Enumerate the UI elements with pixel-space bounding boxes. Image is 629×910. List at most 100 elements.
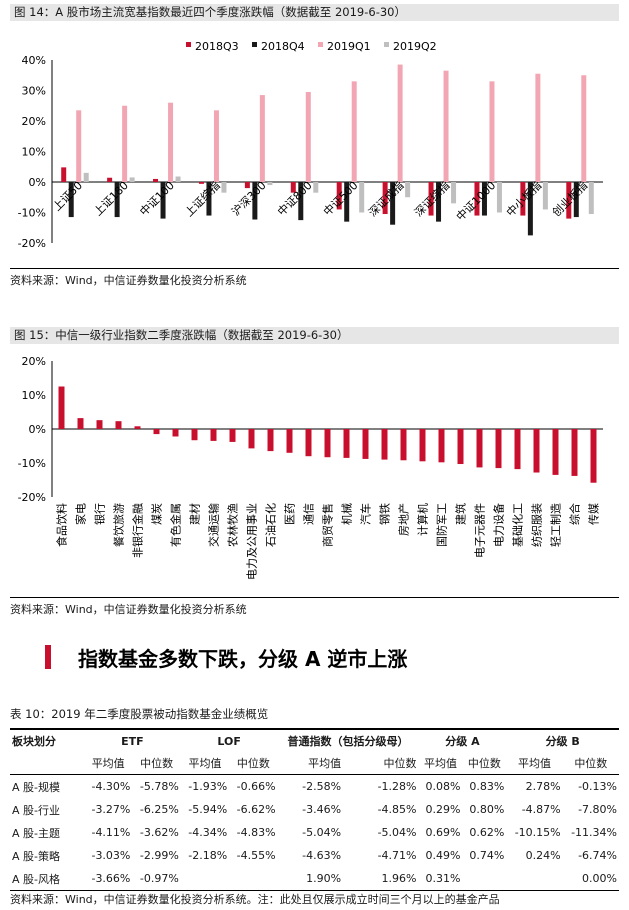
table-cell: -6.62%: [236, 803, 276, 816]
table-row: A 股-主题 -4.11% -3.62% -4.34% -4.83% -5.04% -5.0…: [10, 821, 619, 844]
table-cell: 0.74%: [469, 849, 505, 862]
header-grade-a: 分级 A: [418, 728, 507, 752]
bar: [390, 182, 396, 225]
x-tick-label: 电力设备: [492, 503, 506, 547]
x-tick-label: 机械: [340, 503, 354, 525]
y-tick-label: -10%: [18, 457, 46, 470]
table-cell: -2.18%: [188, 849, 228, 862]
legend-label: 2019Q1: [327, 40, 371, 53]
table-cell: -4.30%: [91, 780, 131, 793]
header-grade-b: 分级 B: [506, 728, 619, 752]
table-cell: -4.87%: [521, 803, 561, 816]
bar: [590, 429, 597, 483]
bar: [248, 429, 255, 449]
subheader-cell: 平均值: [180, 752, 230, 775]
bar: [438, 429, 445, 463]
bar: [168, 102, 174, 182]
x-tick-label: 建筑: [454, 503, 468, 525]
section-marker: [45, 645, 51, 669]
table-cell: 0.62%: [469, 826, 505, 839]
bar: [527, 182, 533, 236]
bar: [58, 386, 65, 429]
bar: [305, 429, 312, 457]
bar: [252, 182, 258, 220]
header-lof: LOF: [180, 728, 278, 752]
bar: [405, 182, 411, 198]
bar: [68, 182, 74, 218]
table-cell: 0.49%: [425, 849, 461, 862]
table-cell: [180, 867, 230, 891]
legend-swatch: [252, 42, 257, 47]
table-cell: 0.69%: [425, 826, 461, 839]
subheader-cell: 中位数: [462, 752, 507, 775]
bar: [533, 429, 540, 473]
row-label: A 股-策略: [12, 849, 60, 863]
table-cell: [506, 867, 563, 891]
figure-15-source: 资料来源：Wind，中信证券数量化投资分析系统: [10, 597, 619, 617]
table-cell: -3.27%: [91, 803, 131, 816]
legend-label: 2018Q3: [195, 40, 239, 53]
y-tick-label: 0%: [29, 423, 46, 436]
bar: [359, 182, 365, 213]
table-cell: [462, 867, 507, 891]
bar: [489, 81, 495, 182]
figure-15-caption: 图 15：中信一级行业指数二季度涨跌幅（数据截至 2019-6-30）: [10, 327, 619, 344]
row-label: A 股-规模: [12, 780, 60, 794]
bar: [573, 182, 579, 218]
bar: [206, 182, 212, 216]
table-cell: -2.99%: [139, 849, 179, 862]
section-title: 指数基金多数下跌，分级 A 逆市上涨: [78, 647, 408, 671]
bar: [172, 429, 179, 437]
x-tick-label: 汽车: [359, 503, 373, 525]
bar: [588, 182, 594, 215]
figure-14-caption: 图 14：A 股市场主流宽基指数最近四个季度涨跌幅（数据截至 2019-6-30…: [10, 4, 619, 21]
bar: [542, 182, 548, 210]
bar: [175, 176, 181, 182]
bar: [305, 92, 311, 182]
table-cell: -6.25%: [139, 803, 179, 816]
subheader-cell: 平均值: [506, 752, 563, 775]
table-cell: -4.34%: [188, 826, 228, 839]
table-cell: -1.93%: [188, 780, 228, 793]
bar: [213, 110, 219, 182]
bar: [77, 418, 84, 429]
x-tick-label: 房地产: [397, 503, 411, 536]
table-cell: -3.66%: [84, 867, 133, 891]
table-cell: -5.94%: [188, 803, 228, 816]
table-cell: -6.74%: [578, 849, 617, 862]
bar: [436, 182, 442, 222]
x-tick-label: 家电: [74, 503, 88, 525]
bar: [451, 182, 457, 204]
legend-swatch: [384, 42, 389, 47]
table-cell: 0.31%: [418, 867, 463, 891]
table-cell: 0.24%: [525, 849, 561, 862]
row-label: A 股-风格: [10, 867, 84, 891]
industry-index-q2-chart: -20%-10%0%10%20%食品饮料 家电 银行 餐饮旅游 非银行金融 煤炭 有色金属建…: [18, 355, 603, 580]
bar: [571, 429, 578, 476]
table-cell: -11.34%: [571, 826, 617, 839]
subheader-cell: 中位数: [132, 752, 181, 775]
table-row: A 股-策略 -3.03% -2.99% -2.18% -4.55% -4.63% -4.7…: [10, 844, 619, 867]
table-row: A 股-规模 -4.30% -5.78% -1.93% -0.66% -2.58% -1.2…: [10, 775, 619, 799]
x-tick-label: 纺织服装: [530, 503, 544, 547]
x-tick-label: 商贸零售: [321, 503, 335, 547]
x-tick-label: 国防军工: [435, 503, 449, 547]
fund-performance-table: 板块划分 ETF LOF 普通指数（包括分级母） 分级 A 分级 B 平均值 中…: [10, 728, 619, 891]
bar: [381, 429, 388, 460]
bar: [122, 105, 128, 182]
bar: [210, 429, 217, 441]
table-cell: 0.83%: [469, 780, 505, 793]
y-tick-label: -20%: [18, 491, 46, 504]
table-cell: [229, 867, 278, 891]
table-cell: -5.04%: [302, 826, 342, 839]
x-tick-label: 通信: [303, 503, 316, 525]
x-tick-label: 农林牧渔: [226, 503, 240, 547]
bar: [61, 167, 67, 182]
bar: [481, 182, 487, 216]
bar: [76, 110, 82, 182]
header-etf: ETF: [84, 728, 181, 752]
bar: [267, 182, 273, 186]
bar: [382, 182, 388, 215]
bar: [496, 182, 502, 213]
x-tick-label: 食品饮料: [55, 503, 69, 547]
